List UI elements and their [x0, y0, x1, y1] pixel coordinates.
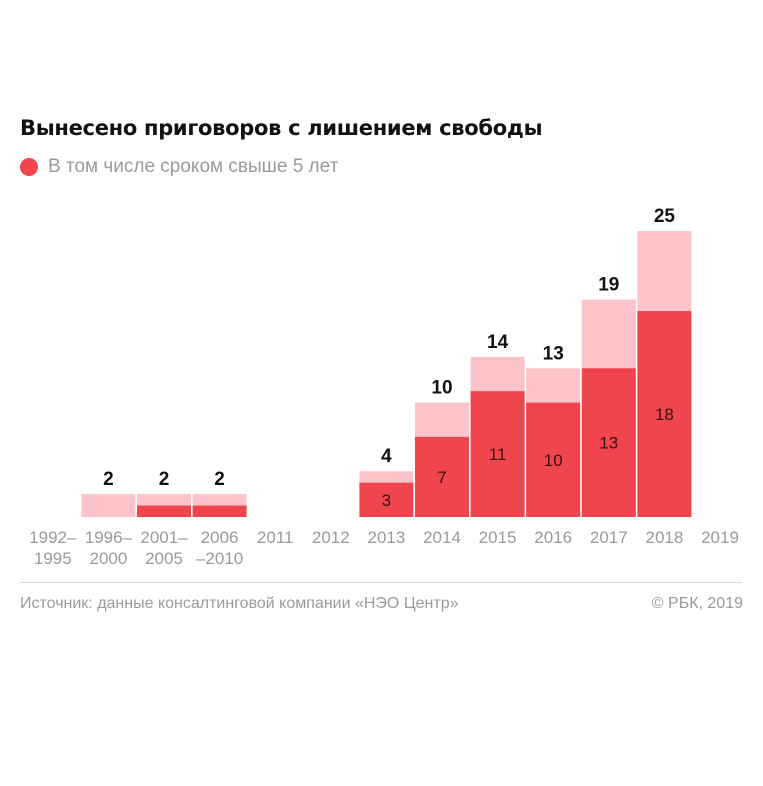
x-tick-label: 2016 — [534, 528, 572, 547]
x-tick-label: 2005 — [145, 549, 183, 568]
bar-over5 — [526, 402, 581, 517]
bar-over5 — [470, 391, 525, 517]
x-tick-label: 2011 — [257, 528, 294, 547]
x-tick-label: 1995 — [34, 549, 72, 568]
copyright: © РБК, 2019 — [651, 595, 743, 612]
data-label-total: 2 — [159, 469, 170, 490]
bar-over5 — [192, 505, 247, 517]
data-label-total: 10 — [431, 378, 452, 399]
data-label-total: 19 — [598, 275, 619, 296]
data-label-over5: 13 — [599, 434, 618, 453]
x-tick-label: 2014 — [423, 528, 461, 547]
source-note: Источник: данные консалтинговой компании… — [20, 595, 459, 612]
data-label-total: 25 — [654, 206, 676, 227]
legend-swatch-over5 — [20, 158, 38, 176]
bar-over5 — [359, 482, 414, 517]
x-tick-label: 1992– — [29, 528, 77, 547]
x-tick-label: 2001– — [140, 528, 188, 547]
x-tick-label: 2006 — [201, 528, 239, 547]
data-label-total: 2 — [103, 469, 114, 490]
data-label-over5: 7 — [437, 468, 446, 487]
x-tick-label: –2010 — [196, 549, 243, 568]
bar-over5 — [637, 311, 692, 517]
bar-over5 — [581, 368, 636, 517]
bar-chart: 1992– 1995 2 1996– 2000 2 2001– 2005 2 2006 –2010 2… — [29, 206, 739, 568]
x-tick-label: 2000 — [89, 549, 127, 568]
x-tick-label: 1996– — [85, 528, 133, 547]
bar-total — [81, 494, 136, 517]
legend-label: В том числе сроком свыше 5 лет — [48, 156, 339, 177]
x-tick-label: 2017 — [590, 528, 628, 547]
data-label-total: 2 — [214, 469, 225, 490]
bar-over5 — [415, 436, 469, 517]
data-label-over5: 10 — [544, 451, 563, 470]
data-label-over5: 11 — [489, 445, 507, 464]
x-tick-label: 2012 — [312, 528, 350, 547]
data-label-total: 4 — [381, 446, 392, 467]
x-tick-label: 2013 — [367, 528, 405, 547]
data-label-over5: 3 — [382, 491, 391, 510]
data-label-total: 13 — [543, 343, 564, 364]
data-label-over5: 18 — [655, 405, 674, 424]
legend: В том числе сроком свыше 5 лет — [20, 156, 338, 178]
x-tick-label: 2019 — [701, 528, 739, 547]
data-label-total: 14 — [487, 332, 509, 353]
footer-divider — [20, 582, 742, 583]
x-tick-label: 2018 — [645, 528, 683, 547]
x-tick-label: 2015 — [479, 528, 517, 547]
bar-over5 — [137, 505, 191, 517]
chart-title: Вынесено приговоров с лишением свободы — [20, 116, 543, 140]
